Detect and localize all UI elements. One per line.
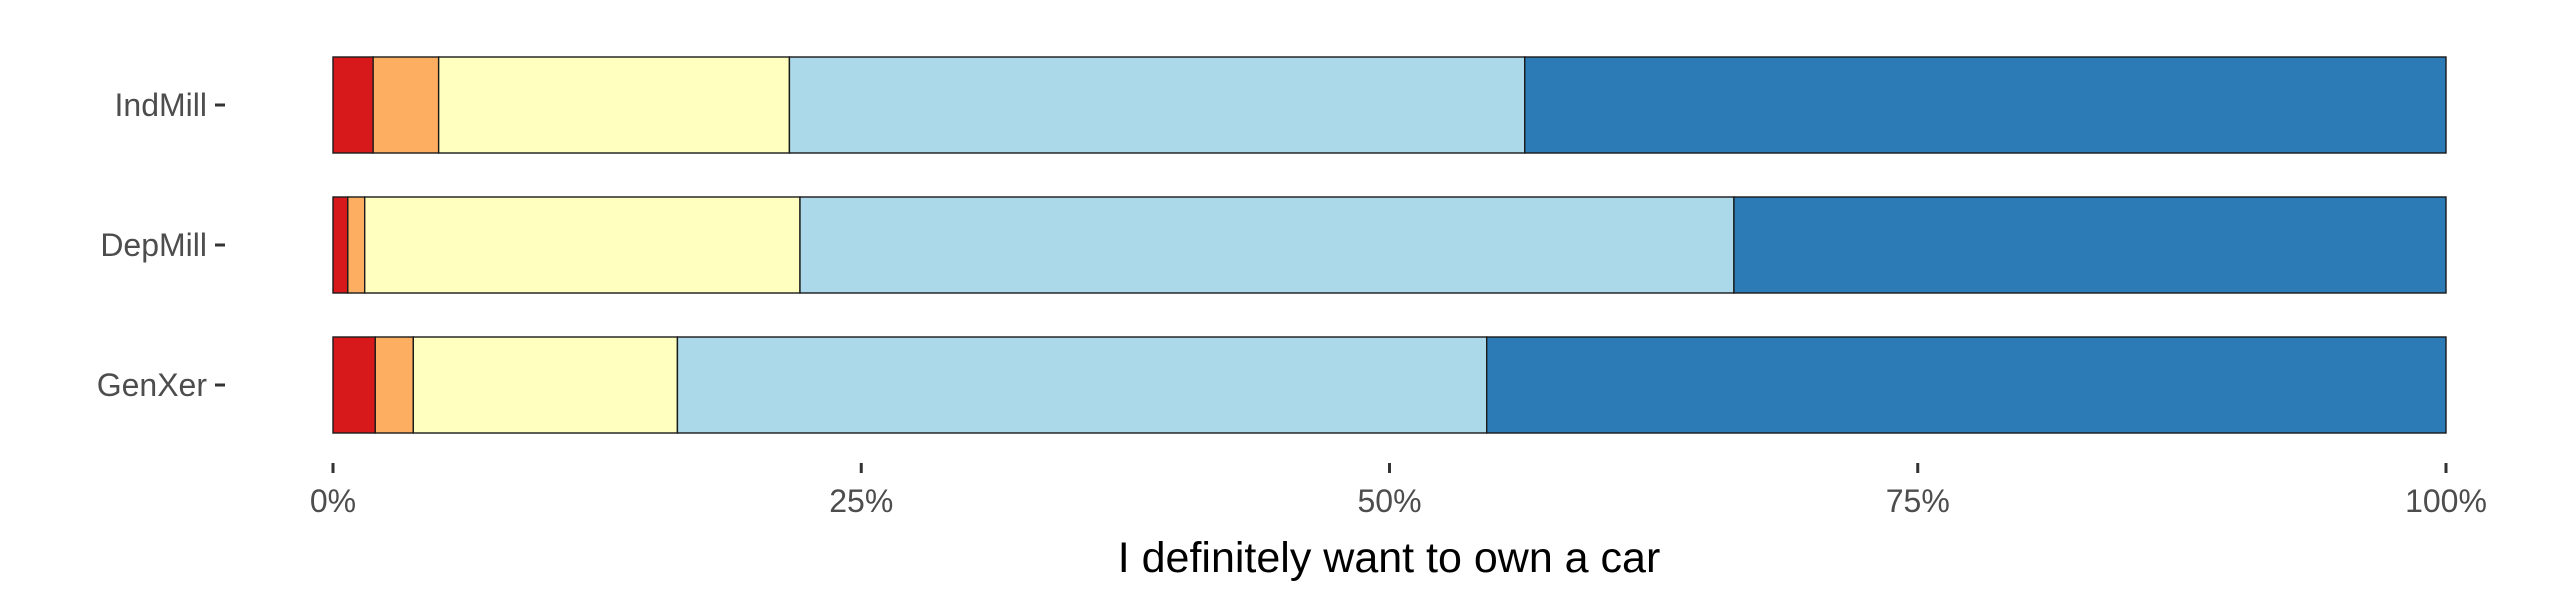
y-tick-label-genxer: GenXer <box>97 367 208 403</box>
x-axis: 0% 25% 50% 75% 100% <box>310 463 2487 519</box>
bar-segment-depmill-2 <box>347 196 366 294</box>
x-tick-label-50: 50% <box>1357 483 1421 519</box>
bar-segment-genxer-4 <box>676 336 1488 434</box>
x-tick-label-0: 0% <box>310 483 356 519</box>
y-tick-label-indmill: IndMill <box>115 87 207 123</box>
bar-segment-indmill-4 <box>788 56 1526 154</box>
x-axis-title: I definitely want to own a car <box>1118 534 1661 582</box>
bar-segment-depmill-1 <box>332 196 349 294</box>
bars-layer <box>332 56 2447 434</box>
y-axis: IndMill DepMill GenXer <box>97 87 225 403</box>
x-tick-label-25: 25% <box>829 483 893 519</box>
bar-segment-genxer-2 <box>374 336 414 434</box>
bar-segment-depmill-5 <box>1733 196 2447 294</box>
x-tick-label-100: 100% <box>2405 483 2487 519</box>
bar-segment-indmill-3 <box>437 56 791 154</box>
bar-segment-genxer-1 <box>332 336 376 434</box>
x-tick-label-75: 75% <box>1886 483 1950 519</box>
bar-segment-indmill-2 <box>372 56 440 154</box>
bar-segment-depmill-3 <box>363 196 801 294</box>
bar-segment-indmill-1 <box>332 56 374 154</box>
bar-segment-depmill-4 <box>799 196 1735 294</box>
bar-segment-genxer-3 <box>412 336 679 434</box>
y-tick-label-depmill: DepMill <box>100 227 207 263</box>
bar-segment-genxer-5 <box>1485 336 2447 434</box>
bar-segment-indmill-5 <box>1524 56 2447 154</box>
